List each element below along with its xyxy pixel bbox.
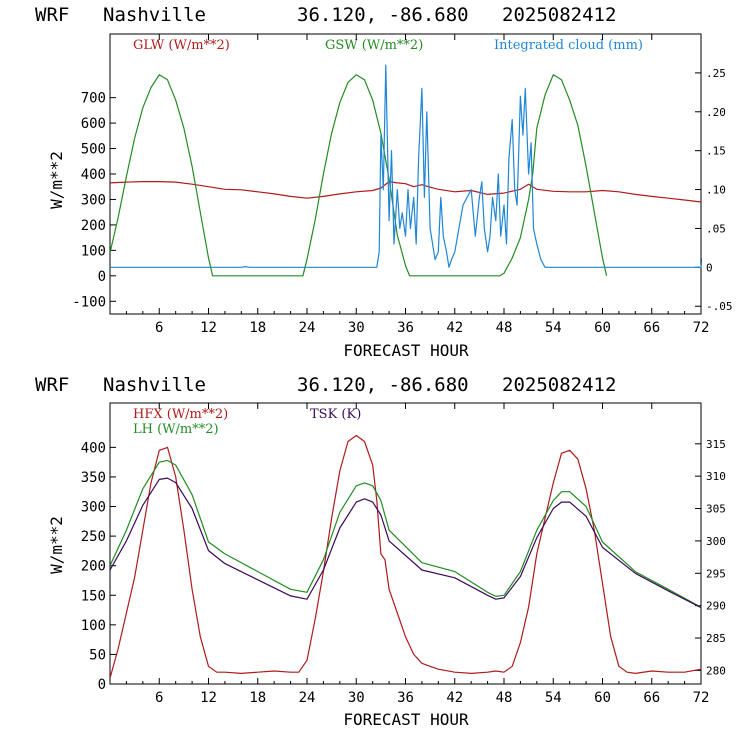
chart2-legend-hfx: HFX (W/m**2) xyxy=(133,407,228,422)
chart2-y2-tick-label: 295 xyxy=(706,567,726,580)
chart1-series-line-1 xyxy=(110,74,608,277)
chart2-y2-tick-label: 305 xyxy=(706,503,726,516)
chart1-marks: 6 12 18 24 30 36 42 48 54 60 66 72 -100 0 100 200 300 400… xyxy=(72,34,733,336)
chart1-y-tick-label: 0 xyxy=(98,269,106,285)
chart1-x-tick-label: 18 xyxy=(249,320,266,336)
chart1-y2-tick-label: .05 xyxy=(706,222,726,235)
chart1-y2-tick-label: .20 xyxy=(706,106,726,119)
chart1-y2-tick-label: 0 xyxy=(706,261,713,274)
chart2-series-line-1 xyxy=(110,459,702,608)
chart1-x-tick-label: 48 xyxy=(496,320,513,336)
chart2-x-tick-label: 54 xyxy=(545,690,562,706)
chart1-header-coords: 36.120, -86.680 xyxy=(297,4,469,26)
chart2-header-run: 2025082412 xyxy=(502,374,616,396)
chart2-y-tick-label: 200 xyxy=(81,559,106,575)
chart2-x-tick-label: 36 xyxy=(397,690,414,706)
chart1-y-tick-label: -100 xyxy=(72,294,106,310)
chart1-y-axis-label: W/m**2 xyxy=(47,151,66,209)
chart2-y2-tick-label: 280 xyxy=(706,664,726,677)
chart1-x-tick-label: 72 xyxy=(693,320,710,336)
chart1-x-axis-label: FORECAST HOUR xyxy=(343,341,469,360)
chart1-x-tick-label: 42 xyxy=(446,320,463,336)
chart1-y-tick-label: 100 xyxy=(81,243,106,259)
chart1-series-line-2 xyxy=(110,64,702,268)
chart2-y-tick-label: 250 xyxy=(81,529,106,545)
chart2-marks: 6 12 18 24 30 36 42 48 54 60 66 72 0 50 100 150 200 250 30… xyxy=(81,403,726,706)
chart2-series-line-2 xyxy=(110,477,702,609)
chart1-x-tick-label: 24 xyxy=(299,320,316,336)
chart2-y2-tick-label: 310 xyxy=(706,470,726,483)
chart2-x-tick-label: 60 xyxy=(594,690,611,706)
chart1-x-tick-label: 12 xyxy=(200,320,217,336)
chart1-legend-glw: GLW (W/m**2) xyxy=(133,38,230,53)
chart2-x-tick-label: 12 xyxy=(200,690,217,706)
chart1-y2-tick-label: .15 xyxy=(706,145,726,158)
chart1-y-tick-label: 200 xyxy=(81,218,106,234)
chart2-y2-tick-label: 285 xyxy=(706,632,726,645)
chart2-legend-lh: LH (W/m**2) xyxy=(133,422,219,437)
chart2-y-tick-label: 400 xyxy=(81,440,106,456)
chart2-x-tick-label: 18 xyxy=(249,690,266,706)
chart2-y-tick-label: 0 xyxy=(98,677,106,693)
chart2-y-tick-label: 300 xyxy=(81,500,106,516)
chart1-x-tick-label: 60 xyxy=(594,320,611,336)
chart1-header-run: 2025082412 xyxy=(502,4,616,26)
chart2-header-coords: 36.120, -86.680 xyxy=(297,374,469,396)
chart2-y-tick-label: 50 xyxy=(89,647,106,663)
chart1-x-tick-label: 66 xyxy=(643,320,660,336)
chart2-header-model: WRF xyxy=(35,374,69,396)
chart1-y-tick-label: 400 xyxy=(81,167,106,183)
chart2-y2-tick-label: 300 xyxy=(706,535,726,548)
chart1-header-location: Nashville xyxy=(103,4,206,26)
chart2-x-tick-label: 42 xyxy=(446,690,463,706)
chart1-y2-tick-label: -.05 xyxy=(706,300,733,313)
chart2-header-location: Nashville xyxy=(103,374,206,396)
chart1-header-model: WRF xyxy=(35,4,69,26)
chart1-y-tick-label: 300 xyxy=(81,192,106,208)
chart2-series-line-0 xyxy=(110,434,702,679)
chart1-x-tick-label: 6 xyxy=(155,320,163,336)
chart1-legend-cloud: Integrated cloud (mm) xyxy=(494,38,643,53)
chart1-y-tick-label: 600 xyxy=(81,116,106,132)
chart1-y2-tick-label: .25 xyxy=(706,67,726,80)
chart2-y2-tick-label: 290 xyxy=(706,600,726,613)
chart2-x-tick-label: 66 xyxy=(643,690,660,706)
chart2-legend-tsk: TSK (K) xyxy=(310,407,361,422)
chart2-y2-tick-label: 315 xyxy=(706,438,726,451)
chart2-y-tick-label: 150 xyxy=(81,588,106,604)
chart1-y-tick-label: 700 xyxy=(81,91,106,107)
chart2-y-axis-label: W/m**2 xyxy=(47,516,66,574)
chart2-y-tick-label: 350 xyxy=(81,470,106,486)
chart1-x-tick-label: 54 xyxy=(545,320,562,336)
chart2-x-tick-label: 72 xyxy=(693,690,710,706)
chart2-x-tick-label: 30 xyxy=(348,690,365,706)
chart2-x-tick-label: 24 xyxy=(299,690,316,706)
chart1-y-tick-label: 500 xyxy=(81,142,106,158)
chart2-x-axis-label: FORECAST HOUR xyxy=(343,710,469,729)
chart1-series-line-0 xyxy=(110,181,702,203)
chart2-x-tick-label: 6 xyxy=(155,690,163,706)
chart2-y-tick-label: 100 xyxy=(81,618,106,634)
chart1-x-tick-label: 30 xyxy=(348,320,365,336)
chart1-x-tick-label: 36 xyxy=(397,320,414,336)
chart1-legend-gsw: GSW (W/m**2) xyxy=(325,38,423,53)
chart2-x-tick-label: 48 xyxy=(496,690,513,706)
chart1-plot-frame xyxy=(109,33,702,315)
chart1-y2-tick-label: .10 xyxy=(706,184,726,197)
